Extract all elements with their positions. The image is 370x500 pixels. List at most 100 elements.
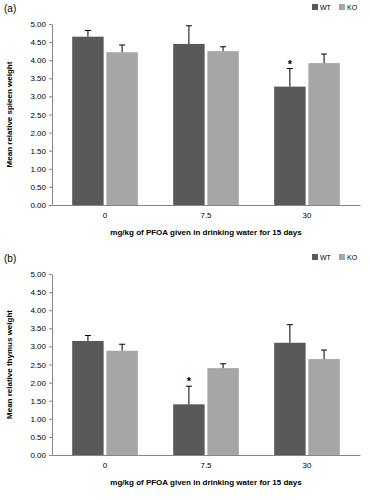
y-tick: 2.50	[30, 111, 52, 120]
error-bar	[321, 350, 327, 359]
y-tick-label: 2.00	[30, 379, 46, 388]
y-tick-label: 4.50	[30, 288, 46, 297]
y-tick-mark	[49, 133, 52, 134]
marks	[72, 26, 340, 205]
plot: 0.000.501.001.502.002.503.003.504.004.50…	[30, 20, 360, 220]
bar	[274, 343, 305, 455]
legend: KO WT	[312, 254, 358, 261]
x-axis-title: mg/kg of PFOA given in drinking water fo…	[110, 228, 302, 237]
x-tick-label: 30	[303, 461, 312, 470]
error-bar-cap	[321, 350, 327, 351]
y-tick: 4.50	[30, 38, 52, 47]
y-tick-label: 5.00	[30, 20, 46, 29]
y-tick-mark	[49, 169, 52, 170]
y-tick-label: 3.50	[30, 74, 46, 83]
error-bar-cap	[85, 335, 91, 336]
error-bar-stem	[122, 45, 123, 52]
error-bar-cap	[220, 46, 226, 47]
y-tick-label: 1.50	[30, 397, 46, 406]
significance-marker: *	[288, 58, 293, 70]
legend-swatch	[339, 254, 345, 260]
legend-swatch	[312, 254, 318, 260]
panel: 0.000.501.001.502.002.503.003.504.004.50…	[4, 3, 361, 237]
x-tick-label: 0	[103, 461, 108, 470]
y-tick-mark	[49, 78, 52, 79]
y-tick-mark	[49, 365, 52, 366]
x-tick-label: 30	[303, 211, 312, 220]
bar	[308, 359, 339, 455]
y-tick: 5.00	[30, 20, 52, 29]
plot: 0.000.501.001.502.002.503.003.504.004.50…	[30, 270, 360, 470]
y-axis: 0.000.501.001.502.002.503.003.504.004.50…	[30, 270, 52, 460]
x-tick-label: 7.5	[200, 211, 212, 220]
error-bar-cap	[119, 44, 125, 45]
y-tick-mark	[49, 96, 52, 97]
error-bar	[186, 26, 192, 44]
y-tick: 1.00	[30, 165, 52, 174]
y-tick-label: 0.00	[30, 451, 46, 460]
error-bar-stem	[188, 386, 189, 404]
error-bar-stem	[223, 47, 224, 51]
y-axis-title: Mean relative spleen weight	[5, 61, 14, 167]
figure: 0.000.501.001.502.002.503.003.504.004.50…	[0, 0, 370, 500]
y-axis-line	[52, 275, 53, 456]
y-tick: 3.50	[30, 324, 52, 333]
y-tick-mark	[49, 455, 52, 456]
y-tick-label: 1.00	[30, 165, 46, 174]
legend-label: WT	[320, 4, 332, 11]
y-tick-label: 4.00	[30, 306, 46, 315]
y-tick-mark	[49, 24, 52, 25]
x-tick-label: 7.5	[200, 461, 212, 470]
legend-label: KO	[347, 4, 358, 11]
error-bar	[85, 31, 91, 37]
y-tick-mark	[49, 310, 52, 311]
error-bar-stem	[324, 350, 325, 359]
y-tick-label: 2.50	[30, 361, 46, 370]
y-tick-mark	[49, 205, 52, 206]
y-tick-mark	[49, 401, 52, 402]
y-tick-mark	[49, 60, 52, 61]
y-tick-mark	[49, 328, 52, 329]
legend-swatch	[312, 4, 318, 10]
y-tick: 1.00	[30, 415, 52, 424]
y-tick-mark	[49, 292, 52, 293]
legend-label: KO	[347, 254, 358, 261]
y-tick-mark	[49, 151, 52, 152]
bar	[308, 63, 339, 205]
error-bar-cap	[85, 30, 91, 31]
y-tick-mark	[49, 187, 52, 188]
legend-label: WT	[320, 254, 332, 261]
error-bar	[119, 45, 125, 52]
y-tick-label: 3.00	[30, 92, 46, 101]
error-bar-stem	[324, 54, 325, 63]
marks	[72, 325, 340, 455]
error-bar	[287, 69, 293, 87]
y-tick-mark	[49, 274, 52, 275]
bar	[173, 404, 204, 455]
y-tick-mark	[49, 42, 52, 43]
x-tick: 30	[303, 461, 312, 470]
error-bar-cap	[119, 344, 125, 345]
x-tick-label: 0	[103, 211, 108, 220]
significance-marker: *	[187, 375, 192, 387]
y-tick-mark	[49, 383, 52, 384]
series	[72, 26, 305, 205]
y-tick: 3.00	[30, 92, 52, 101]
y-tick-mark	[49, 115, 52, 116]
panel: 0.000.501.001.502.002.503.003.504.004.50…	[4, 253, 361, 487]
series	[106, 344, 339, 455]
y-tick: 4.50	[30, 288, 52, 297]
y-tick: 2.00	[30, 129, 52, 138]
error-bar	[119, 344, 125, 351]
error-bar-stem	[122, 344, 123, 351]
error-bar	[85, 336, 91, 341]
series	[106, 45, 339, 205]
x-tick: 7.5	[200, 461, 212, 470]
x-axis: 0 7.5 30	[53, 206, 361, 220]
bar	[72, 37, 103, 205]
y-tick-mark	[49, 419, 52, 420]
error-bar-stem	[289, 69, 290, 87]
error-bar	[186, 386, 192, 404]
y-tick-label: 2.00	[30, 129, 46, 138]
bar	[173, 44, 204, 205]
